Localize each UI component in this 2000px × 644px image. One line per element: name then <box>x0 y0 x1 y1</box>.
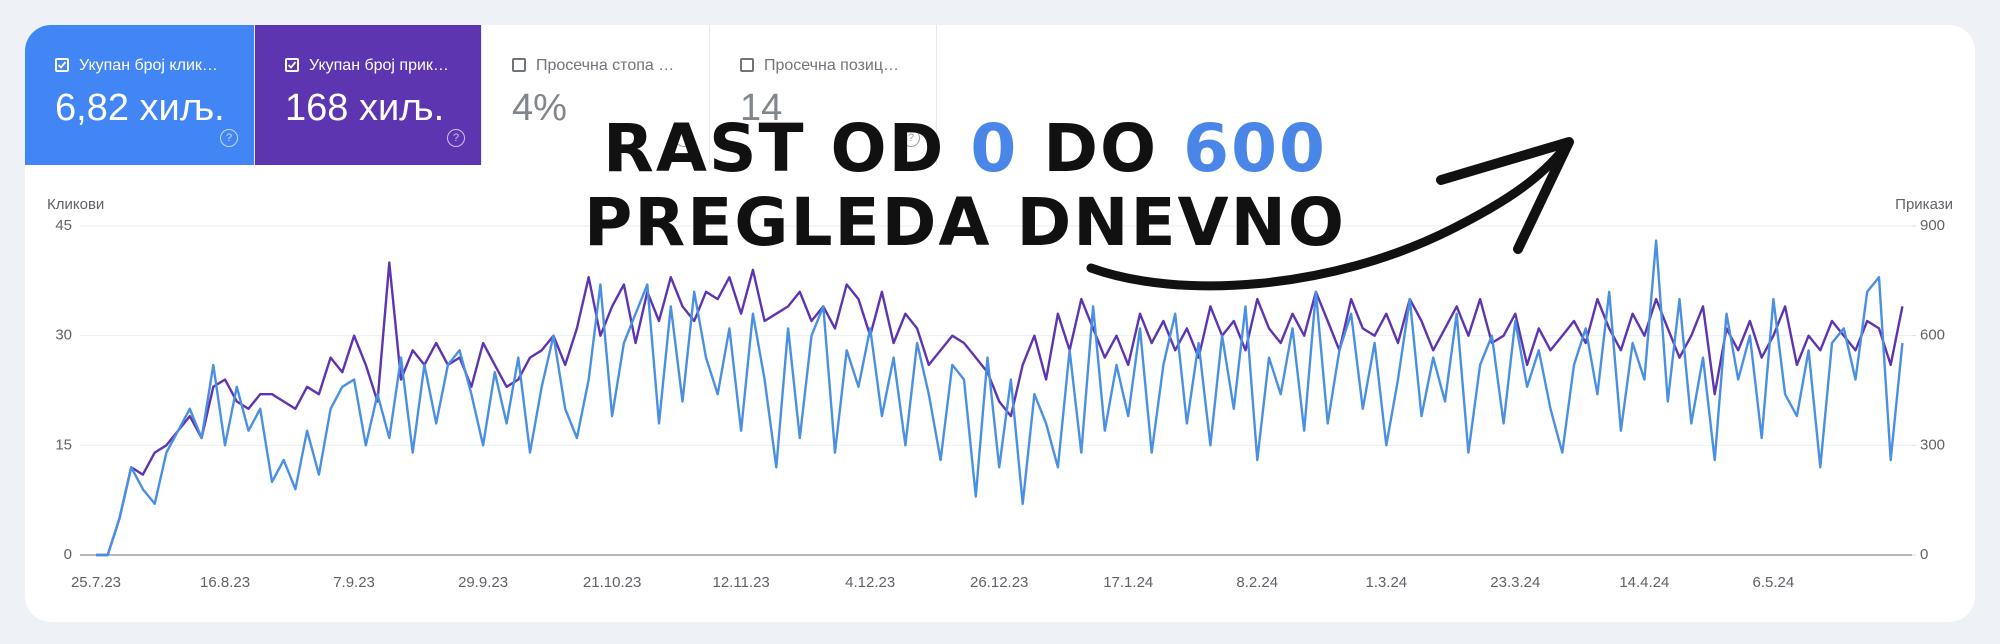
metric-tile[interactable]: Просечна стопа … 4%? <box>482 25 710 165</box>
y-tick-label: 15 <box>55 436 72 453</box>
headline-part: DO <box>1018 110 1184 187</box>
y-tick-label: 0 <box>64 546 72 563</box>
x-tick-label: 25.7.23 <box>71 574 121 591</box>
metric-label: Укупан број клик… <box>79 57 218 74</box>
check-mark <box>57 61 67 69</box>
checkbox[interactable] <box>512 58 526 72</box>
headline: RAST OD 0 DO 600 PREGLEDA DNEVNO <box>584 112 1346 260</box>
headline-part: RAST OD <box>603 110 971 187</box>
metric-label: Просечна позиц… <box>764 57 899 74</box>
y2-axis-title: Прикази <box>1895 196 1953 213</box>
x-tick-label: 16.8.23 <box>200 574 250 591</box>
headline-part: 600 <box>1183 110 1327 187</box>
x-tick-label: 1.3.24 <box>1365 574 1407 591</box>
series-line <box>96 261 1904 557</box>
metric-value: 14 <box>740 87 783 129</box>
x-tick-label: 17.1.24 <box>1103 574 1153 591</box>
metric-label: Просечна стопа … <box>536 57 675 74</box>
headline-part: PREGLEDA DNEVNO <box>584 184 1346 261</box>
x-tick-label: 7.9.23 <box>333 574 375 591</box>
y-tick-label: 30 <box>55 327 72 344</box>
metric-label: Укупан број прик… <box>309 57 449 74</box>
y-axis-title: Кликови <box>47 196 104 213</box>
x-tick-label: 14.4.24 <box>1619 574 1669 591</box>
check-mark <box>287 61 297 69</box>
help-icon[interactable]: ? <box>220 129 238 147</box>
metric-value: 4% <box>512 87 567 129</box>
y2-tick-label: 300 <box>1920 436 1945 453</box>
metric-tile[interactable]: Укупан број прик… 168 хиљ.? <box>255 25 482 165</box>
checkbox[interactable] <box>285 58 299 72</box>
x-tick-label: 29.9.23 <box>458 574 508 591</box>
x-tick-label: 8.2.24 <box>1236 574 1278 591</box>
help-icon[interactable]: ? <box>675 129 693 147</box>
y2-tick-label: 0 <box>1920 546 1928 563</box>
y2-tick-label: 600 <box>1920 327 1945 344</box>
headline-line: RAST OD 0 DO 600 <box>584 112 1346 186</box>
performance-card: Укупан број клик… 6,82 хиљ.? Укупан број п… <box>25 25 1975 622</box>
x-tick-label: 23.3.24 <box>1490 574 1540 591</box>
x-tick-label: 26.12.23 <box>970 574 1028 591</box>
x-tick-label: 12.11.23 <box>713 574 770 591</box>
metric-value: 168 хиљ. <box>285 87 445 129</box>
series-line <box>96 239 1904 557</box>
y-tick-label: 45 <box>55 217 72 234</box>
metric-tile[interactable]: Укупан број клик… 6,82 хиљ.? <box>25 25 255 165</box>
x-tick-label: 6.5.24 <box>1753 574 1795 591</box>
checkbox[interactable] <box>55 58 69 72</box>
metric-tile[interactable]: Просечна позиц… 14? <box>710 25 937 165</box>
headline-part: 0 <box>970 110 1019 187</box>
help-icon[interactable]: ? <box>447 129 465 147</box>
y2-tick-label: 900 <box>1920 217 1945 234</box>
headline-line: PREGLEDA DNEVNO <box>584 186 1346 260</box>
metric-value: 6,82 хиљ. <box>55 87 225 129</box>
chart: Кликови Прикази 0 15 30 45 0 300 600 900 25.7.23… <box>47 196 1953 591</box>
x-tick-label: 4.12.23 <box>845 574 895 591</box>
x-tick-label: 21.10.23 <box>583 574 641 591</box>
checkbox[interactable] <box>740 58 754 72</box>
help-icon[interactable]: ? <box>902 129 920 147</box>
